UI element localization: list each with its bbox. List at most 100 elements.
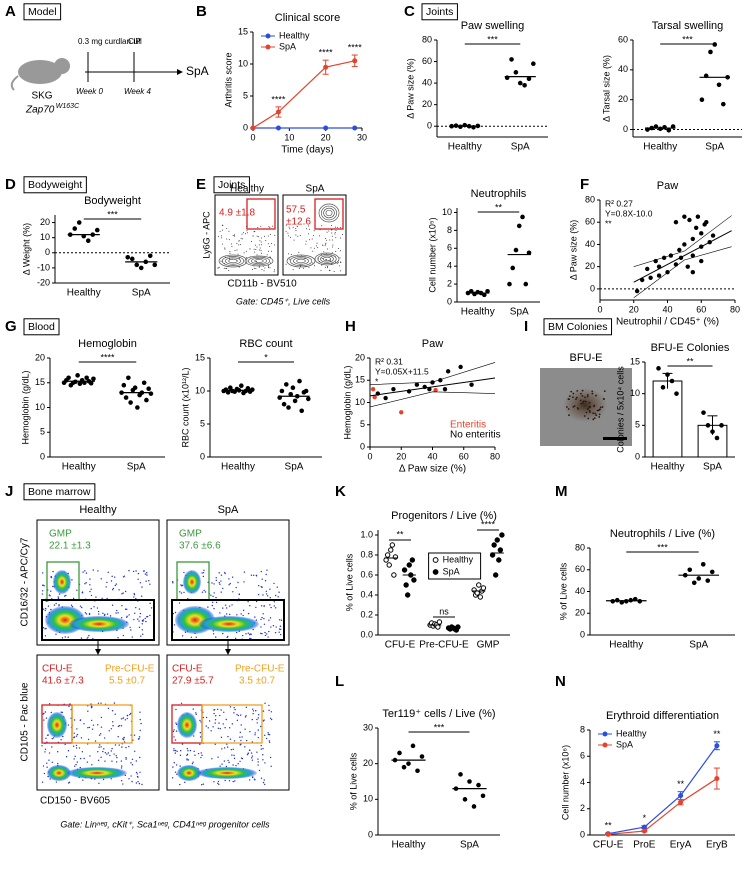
flow-event [265,240,267,242]
flow-gate [246,198,276,230]
flow-event [279,619,281,621]
flow-event [113,702,116,704]
flow-event [222,723,224,725]
flow-event [85,582,87,584]
data-point [710,233,716,238]
flow-event [210,594,212,596]
colony-cell [576,389,579,392]
flow-event [218,236,220,238]
data-point [401,764,407,770]
data-point [152,262,158,268]
x-tick-label: 60 [459,451,469,461]
flow-event [262,759,264,761]
flow-event [180,592,183,594]
flow-event [334,233,336,235]
data-point [678,793,684,799]
colony-cell [586,407,589,410]
data-point [427,386,432,392]
flow-event [175,708,177,711]
flow-event [252,712,254,715]
flow-event [149,602,151,605]
legend-marker [265,44,271,50]
flow-event [229,251,231,253]
flow-event [228,727,231,729]
data-point [656,366,661,371]
flow-event [228,613,231,616]
flow-event [263,605,265,607]
flow-event [135,760,138,762]
flow-event [109,615,112,617]
series-line [608,778,718,835]
data-point [657,126,663,132]
flow-event [232,591,234,593]
y-tick-label: 0 [580,629,585,639]
significance: *** [107,209,118,219]
flow-event [232,764,234,766]
flow-event [237,581,239,584]
flow-event [104,752,107,754]
data-point [391,572,397,578]
flow-event [100,578,102,580]
flow-gate [201,704,263,744]
flow-event [326,239,328,241]
flow-event [141,623,143,625]
data-point [687,217,692,223]
flow-event [179,783,181,786]
flow-event [114,584,117,587]
flow-event [192,708,194,710]
flow-event [108,730,110,732]
y-axis-label: % of Live cells [558,562,568,620]
data-point [682,214,687,219]
flow-event [120,617,123,619]
strain: SKG [31,91,52,102]
flow-event [187,759,190,761]
flow-event [67,724,70,726]
flow-event [279,625,282,627]
genotype-allele: W163C [56,103,80,110]
flow-event [133,618,135,621]
flow-event [183,591,185,594]
flow-event [220,260,222,262]
data-point [516,223,522,229]
flow-event [86,761,89,763]
flow-event [231,604,233,606]
flow-event [88,612,91,615]
chart-title: Hemoglobin [78,338,137,350]
y-axis-label: Δ Tarsal size (%) [601,55,611,122]
flow-event [261,578,263,580]
flow-event [195,636,197,638]
flow-event [273,601,276,603]
flow-event [225,607,228,609]
flow-density [197,767,257,779]
flow-event [187,750,189,752]
flow-event [117,612,119,614]
panel-letter: A [5,3,16,20]
flow-event [76,728,78,730]
flow-event [207,606,209,608]
flow-event [175,723,178,726]
flow-event [250,574,253,576]
x-axis-label: Δ Paw size (%) [399,464,466,475]
flow-event [57,762,59,765]
data-point [414,382,420,387]
data-point [372,394,377,400]
colony-cell [592,418,595,421]
x-tick-label: Healthy [651,462,685,473]
flow-event [62,735,64,738]
flow-contour [247,256,271,266]
flow-event [245,250,247,252]
data-point [323,64,329,70]
flow-event [325,258,327,260]
x-tick-label: 80 [730,304,740,314]
flow-contour [244,255,274,267]
flow-event [224,248,226,250]
data-point [645,266,650,272]
colony-cell [567,398,570,401]
y-tick-label: 0.4 [360,589,373,599]
data-point [674,391,679,396]
flow-event [236,249,238,251]
flow-event [95,596,97,598]
flow-event [222,224,224,226]
flow-event [295,228,297,230]
data-point [403,582,409,588]
